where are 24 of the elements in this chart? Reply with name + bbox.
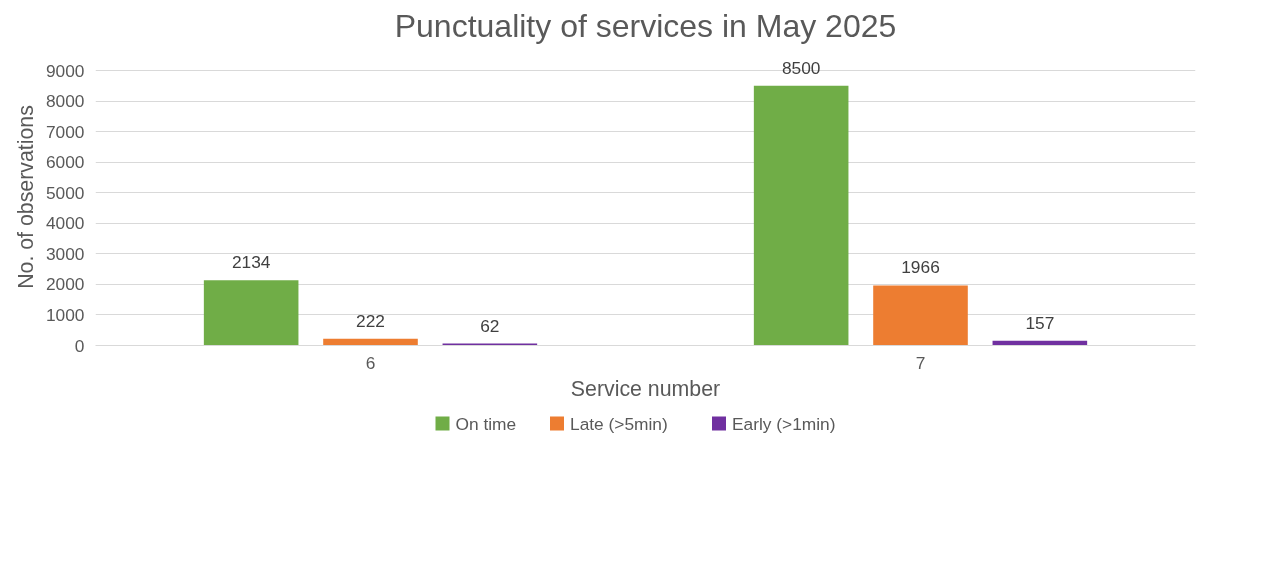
y-tick-label: 3000 xyxy=(45,243,85,264)
data-label: 222 xyxy=(356,310,385,331)
y-tick-label: 4000 xyxy=(45,213,85,234)
y-tick-label: 0 xyxy=(74,335,85,356)
legend-label: Early (>1min) xyxy=(732,413,836,434)
legend-label: On time xyxy=(455,413,517,434)
y-tick-label: 5000 xyxy=(45,182,85,203)
data-label: 62 xyxy=(480,315,500,336)
y-tick-label: 2000 xyxy=(45,274,85,295)
y-tick-label: 9000 xyxy=(45,60,85,81)
y-tick-label: 1000 xyxy=(45,304,85,325)
data-label: 1966 xyxy=(901,257,940,278)
y-tick-label: 6000 xyxy=(45,152,85,173)
x-axis-title: Service number xyxy=(570,376,721,401)
y-axis-title: No. of observations xyxy=(13,105,38,289)
data-label: 8500 xyxy=(781,57,821,78)
data-label: 157 xyxy=(1025,312,1055,333)
legend-label: Late (>5min) xyxy=(570,413,668,434)
x-tick-label: 6 xyxy=(365,352,376,373)
x-tick-label: 7 xyxy=(915,352,926,373)
y-tick-label: 8000 xyxy=(45,91,85,112)
y-tick-label: 7000 xyxy=(45,121,85,142)
data-label: 2134 xyxy=(231,252,271,273)
chart-title: Punctuality of services in May 2025 xyxy=(394,7,897,44)
